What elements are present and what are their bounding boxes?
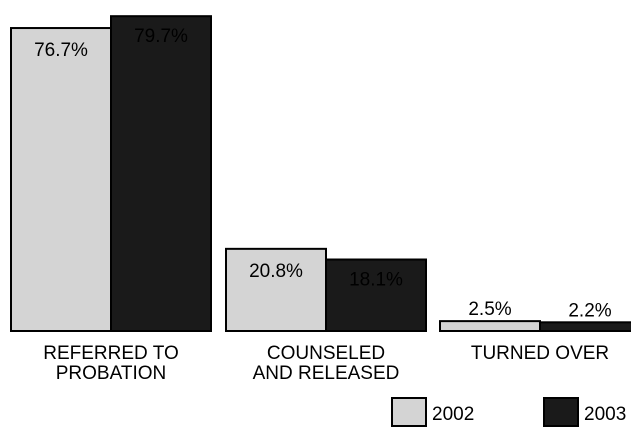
bar-2002: [225, 247, 327, 332]
data-label-2002: 20.8%: [249, 261, 303, 282]
data-label-2003: 2.2%: [568, 300, 611, 321]
data-label-2003: 79.7%: [134, 26, 188, 47]
bar-2003: [539, 321, 631, 332]
legend-swatch-2003: [543, 397, 579, 427]
category-label: COUNSELED: [267, 343, 385, 364]
legend-swatch-2002: [391, 397, 427, 427]
category-label: PROBATION: [56, 363, 167, 384]
category-label: REFERRED TO: [43, 343, 179, 364]
data-label-2002: 76.7%: [34, 40, 88, 61]
legend-label-2003: 2003: [584, 404, 626, 425]
bar-2003: [110, 15, 212, 333]
bar-2002: [439, 320, 541, 332]
bar-2002: [10, 27, 112, 332]
data-label-2002: 2.5%: [468, 299, 511, 320]
data-label-2003: 18.1%: [349, 270, 403, 291]
legend-label-2002: 2002: [432, 404, 474, 425]
category-label: TURNED OVER: [471, 343, 609, 364]
category-label: AND RELEASED: [253, 363, 400, 384]
